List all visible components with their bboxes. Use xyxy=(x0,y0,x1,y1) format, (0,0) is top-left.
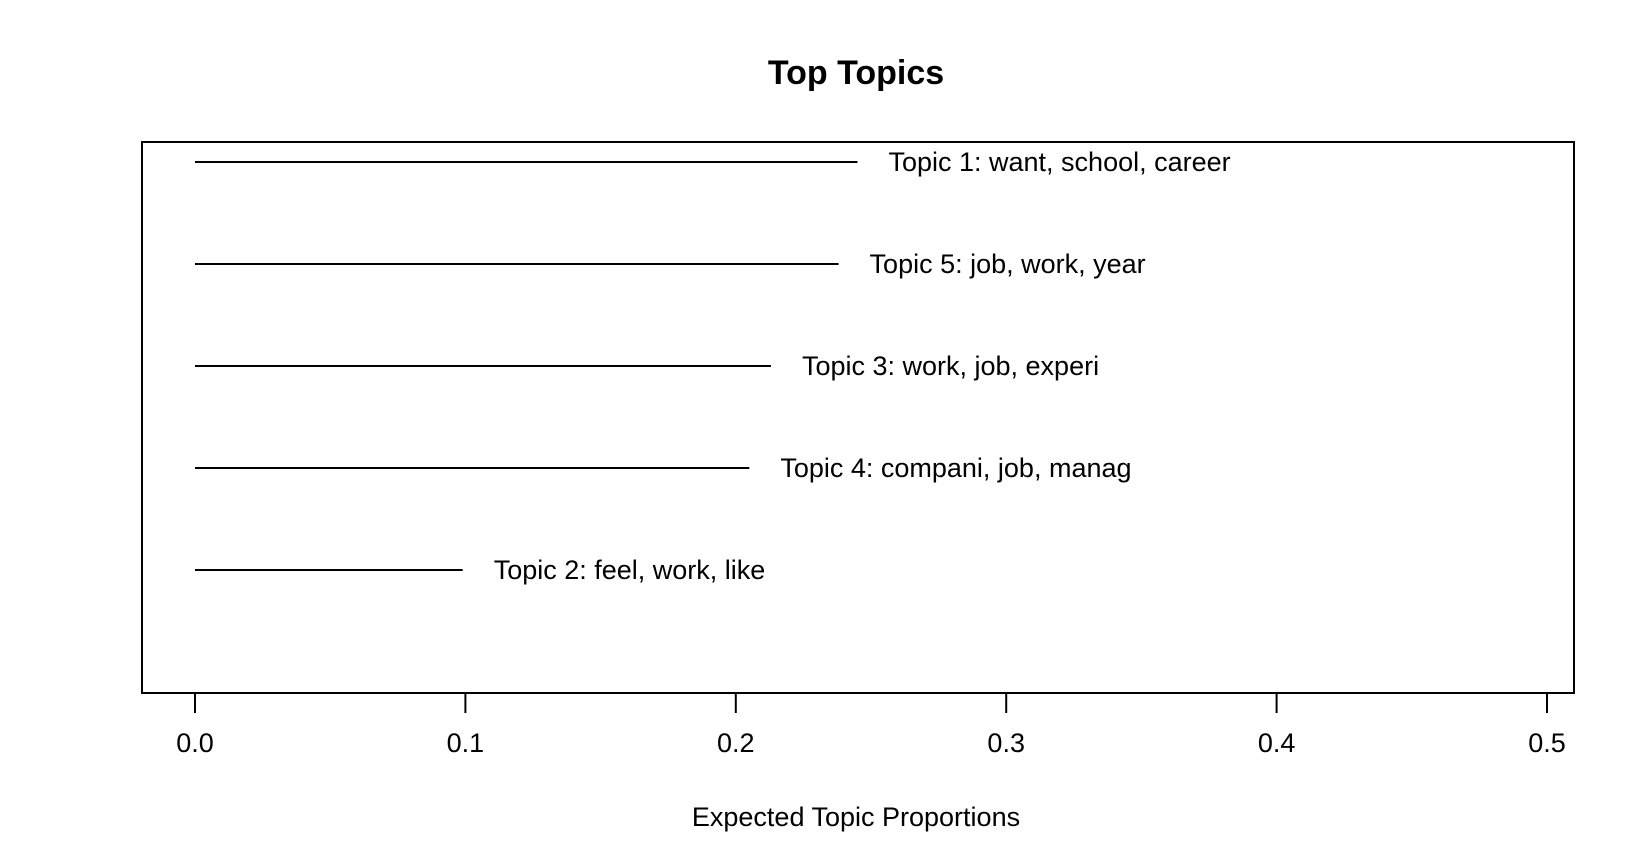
x-tick-label: 0.5 xyxy=(1528,728,1566,758)
bars-layer: Topic 1: want, school, career Topic 5: jo… xyxy=(195,147,1231,585)
bar-label-3: Topic 3: work, job, experi xyxy=(802,351,1099,381)
x-tick-label: 0.3 xyxy=(987,728,1025,758)
bar-label-1: Topic 1: want, school, career xyxy=(888,147,1230,177)
bar-label-4: Topic 4: compani, job, manag xyxy=(780,453,1131,483)
x-tick-label: 0.2 xyxy=(717,728,755,758)
chart-title: Top Topics xyxy=(768,54,944,92)
bar-label-5: Topic 2: feel, work, like xyxy=(494,555,766,585)
bar-label-2: Topic 5: job, work, year xyxy=(870,249,1146,279)
x-ticks-layer: 0.0 0.1 0.2 0.3 0.4 0.5 xyxy=(176,693,1566,758)
plot-frame xyxy=(141,141,1575,694)
x-tick-label: 0.4 xyxy=(1258,728,1296,758)
x-tick-label: 0.0 xyxy=(176,728,214,758)
x-tick-label: 0.1 xyxy=(447,728,485,758)
x-axis-label: Expected Topic Proportions xyxy=(692,802,1020,832)
